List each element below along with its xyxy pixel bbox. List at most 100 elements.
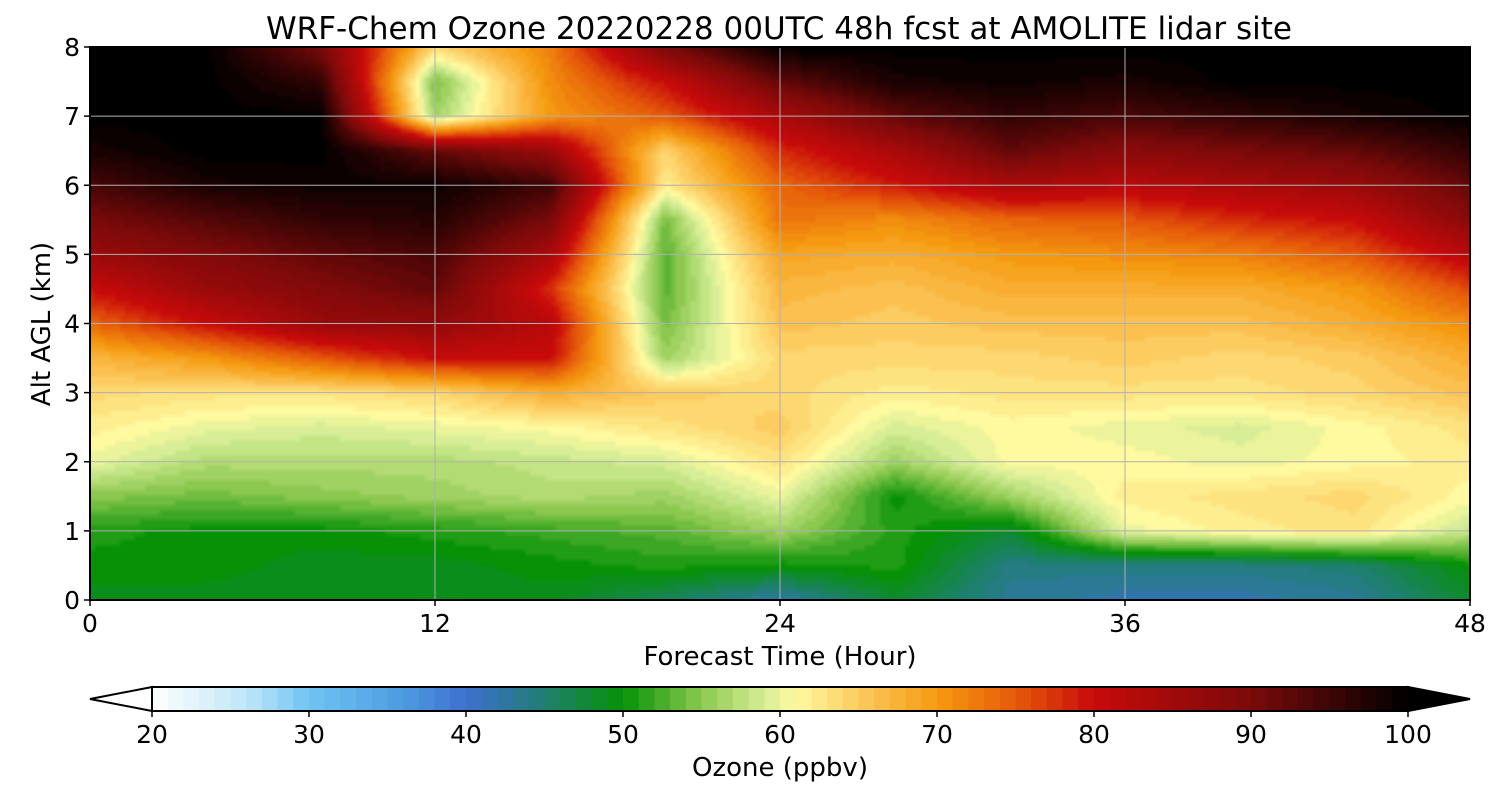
colorbar-segment	[1251, 687, 1268, 711]
colorbar-segment	[481, 687, 498, 711]
colorbar-segment	[795, 687, 812, 711]
colorbar-segment	[356, 687, 373, 711]
colorbar-tick-label: 20	[136, 720, 168, 749]
colorbar-segment	[261, 687, 279, 711]
colorbar-segment	[403, 687, 420, 711]
x-tick-label: 24	[764, 609, 796, 638]
colorbar-segment	[889, 687, 907, 711]
y-tick-label: 7	[64, 102, 80, 131]
colorbar-segment	[874, 687, 891, 711]
colorbar-tick-label: 60	[764, 720, 796, 749]
colorbar-segments	[152, 687, 1409, 711]
colorbar-segment	[1015, 687, 1032, 711]
colorbar-segment	[1313, 687, 1331, 711]
y-tick-label: 1	[64, 517, 80, 546]
colorbar-high-extend	[1407, 685, 1471, 713]
colorbar-segment	[1235, 687, 1252, 711]
colorbar-segment	[1188, 687, 1205, 711]
x-axis-label: Forecast Time (Hour)	[643, 642, 916, 672]
colorbar-segment	[1266, 687, 1283, 711]
colorbar-segment	[528, 687, 546, 711]
colorbar-segment	[1031, 687, 1048, 711]
colorbar-segment	[340, 687, 357, 711]
colorbar-segment	[560, 687, 577, 711]
colorbar-segment	[199, 687, 216, 711]
colorbar-segment	[670, 687, 687, 711]
colorbar-segment	[277, 687, 294, 711]
colorbar-segment	[1094, 687, 1111, 711]
colorbar-segment	[685, 687, 703, 711]
y-tick-label: 0	[64, 586, 80, 615]
colorbar-segment	[999, 687, 1017, 711]
colorbar-tick-label: 80	[1078, 720, 1110, 749]
colorbar-segment	[324, 687, 341, 711]
colorbar-segment	[418, 687, 436, 711]
chart-title: WRF-Chem Ozone 20220228 00UTC 48h fcst a…	[266, 11, 1292, 47]
x-tick-label: 12	[419, 609, 451, 638]
colorbar-segment	[293, 687, 310, 711]
y-tick-label: 6	[64, 171, 80, 200]
colorbar-tick-label: 30	[293, 720, 325, 749]
colorbar-segment	[1360, 687, 1378, 711]
colorbar-segment	[607, 687, 624, 711]
colorbar-segment	[952, 687, 969, 711]
colorbar-low-extend	[89, 685, 153, 713]
colorbar-segment	[937, 687, 954, 711]
x-tick-label: 0	[82, 609, 98, 638]
colorbar-segment	[764, 687, 781, 711]
colorbar-segment	[152, 687, 169, 711]
colorbar-segment	[1203, 687, 1221, 711]
colorbar-segment	[1141, 687, 1158, 711]
colorbar-segment	[1282, 687, 1299, 711]
colorbar-segment	[811, 687, 828, 711]
colorbar-segment	[623, 687, 640, 711]
colorbar-ticks: 20 30 40 50 60 70 80 90 100	[136, 711, 1432, 749]
colorbar-segment	[167, 687, 184, 711]
colorbar-segment	[732, 687, 750, 711]
colorbar-segment	[1172, 687, 1189, 711]
colorbar-tick-label: 90	[1235, 720, 1267, 749]
x-tick-label: 36	[1109, 609, 1141, 638]
colorbar-segment	[371, 687, 389, 711]
colorbar: 20 30 40 50 60 70 80 90 100 Ozone (ppbv)	[89, 685, 1471, 783]
colorbar-segment	[1078, 687, 1095, 711]
colorbar-segment	[1219, 687, 1236, 711]
colorbar-segment	[1156, 687, 1174, 711]
colorbar-segment	[968, 687, 985, 711]
colorbar-segment	[748, 687, 765, 711]
y-axis-ticks: 0 1 2 3 4 5 6 7 8	[64, 33, 90, 615]
colorbar-segment	[701, 687, 718, 711]
colorbar-segment	[1109, 687, 1126, 711]
colorbar-segment	[1298, 687, 1315, 711]
colorbar-tick-label: 70	[921, 720, 953, 749]
colorbar-segment	[230, 687, 247, 711]
colorbar-segment	[905, 687, 922, 711]
y-axis-label: Alt AGL (km)	[27, 242, 57, 406]
colorbar-segment	[638, 687, 655, 711]
colorbar-segment	[544, 687, 561, 711]
y-tick-label: 2	[64, 448, 80, 477]
colorbar-segment	[1125, 687, 1142, 711]
colorbar-segment	[654, 687, 671, 711]
colorbar-segment	[1329, 687, 1346, 711]
colorbar-label: Ozone (ppbv)	[692, 753, 868, 783]
x-tick-label: 48	[1454, 609, 1486, 638]
colorbar-segment	[309, 687, 326, 711]
colorbar-segment	[246, 687, 263, 711]
colorbar-segment	[1046, 687, 1064, 711]
colorbar-segment	[827, 687, 844, 711]
colorbar-segment	[434, 687, 451, 711]
colorbar-segment	[842, 687, 860, 711]
colorbar-tick-label: 40	[450, 720, 482, 749]
colorbar-tick-label: 100	[1384, 720, 1432, 749]
colorbar-segment	[780, 687, 797, 711]
colorbar-segment	[214, 687, 232, 711]
colorbar-segment	[717, 687, 734, 711]
colorbar-segment	[921, 687, 938, 711]
colorbar-segment	[984, 687, 1001, 711]
colorbar-segment	[513, 687, 530, 711]
y-tick-label: 5	[64, 240, 80, 269]
colorbar-tick-label: 50	[607, 720, 639, 749]
